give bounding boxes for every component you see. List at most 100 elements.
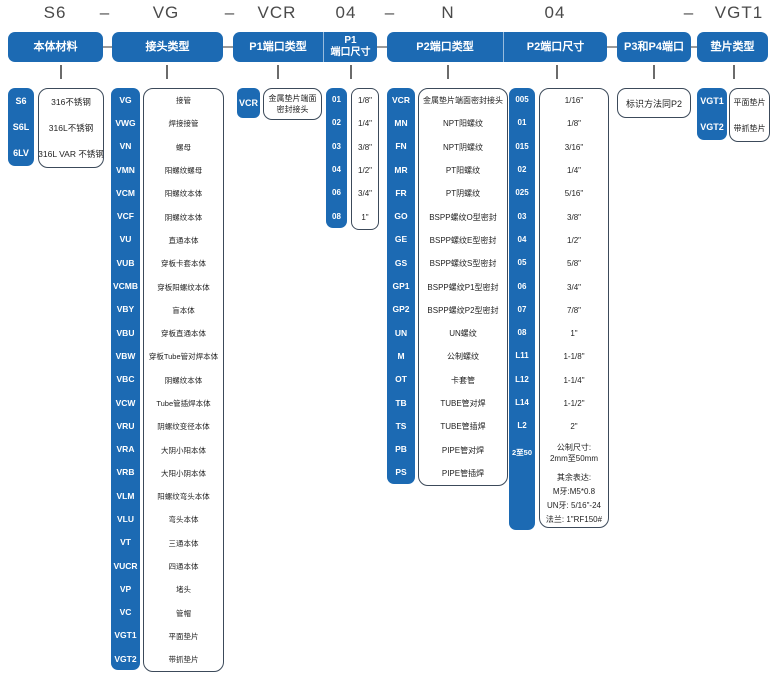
desc-cell: 管帽 bbox=[176, 608, 191, 618]
desc-cell: 316不锈钢 bbox=[51, 97, 91, 107]
body-material-table: S6 S6L 6LV 316不锈钢 316L不锈钢 316L VAR 不锈钢 bbox=[8, 88, 104, 168]
header-label-p1-size: P1 端口尺寸 bbox=[323, 32, 377, 62]
connector-type-code-strip: VG VWG VN VMN VCM VCF VU VUB VCMB VBY VBU VBW VBC VCW… bbox=[111, 88, 140, 671]
desc-cell: 带抓垫片 bbox=[733, 123, 766, 133]
code-cell: 03 bbox=[517, 211, 527, 221]
desc-cell: 1/8" bbox=[567, 119, 581, 129]
code-cell: L2 bbox=[517, 421, 527, 431]
p1-port-type-table: VCR 金属垫片端面 密封接头 bbox=[237, 88, 322, 120]
desc-cell: Tube管插焊本体 bbox=[156, 399, 211, 408]
desc-cell: TUBE管插焊 bbox=[440, 422, 486, 432]
code-cell: VWG bbox=[115, 117, 136, 128]
code-cell: S6L bbox=[12, 122, 30, 132]
p2-type-desc-box: 金属垫片端面密封接头 NPT阳螺纹 NPT阴螺纹 PT阳螺纹 PT阴螺纹 BSPP螺纹O型… bbox=[418, 88, 508, 487]
code-cell: GP1 bbox=[392, 281, 410, 292]
code-cell: 02 bbox=[332, 118, 341, 128]
code-cell: 04 bbox=[517, 234, 527, 244]
desc-cell: 堵头 bbox=[176, 585, 191, 595]
code-cell: VCR bbox=[392, 94, 410, 105]
p2-size-code-list: 005 01 015 02 025 03 04 05 06 07 08 L11 L12 L14 L2 bbox=[509, 88, 535, 437]
desc-cell: 穿板直通本体 bbox=[161, 329, 206, 339]
code-cell: PB bbox=[395, 444, 407, 455]
note-line: UN牙: 5/16"-24 bbox=[547, 501, 601, 511]
desc-cell: 阴螺纹本体 bbox=[164, 375, 203, 385]
metric-line1: 公制尺寸: bbox=[556, 443, 592, 453]
desc-cell: 316L VAR 不锈钢 bbox=[38, 149, 104, 159]
desc-cell: 3/8" bbox=[567, 212, 581, 222]
desc-cell: 3/8" bbox=[358, 142, 372, 152]
desc-cell: 7/8" bbox=[567, 305, 581, 315]
desc-cell: 3/4" bbox=[567, 282, 581, 292]
desc-cell: 穿板Tube管对焊本体 bbox=[148, 352, 219, 362]
desc-cell: PIPE管插焊 bbox=[441, 468, 485, 478]
desc-cell: 阴螺纹变径本体 bbox=[157, 422, 210, 432]
part-code-p2-type: N bbox=[441, 3, 455, 22]
connector-tick bbox=[60, 65, 62, 79]
body-material-desc-box: 316不锈钢 316L不锈钢 316L VAR 不锈钢 bbox=[38, 88, 104, 168]
desc-cell: NPT阳螺纹 bbox=[443, 119, 483, 129]
p2-port-size-table: 005 01 015 02 025 03 04 05 06 07 08 L11 L12 L14 L2 2至5… bbox=[509, 88, 609, 530]
code-cell: VGT1 bbox=[114, 630, 137, 641]
connector-tick bbox=[653, 65, 655, 79]
p3-p4-note-box: 标识方法同P2 bbox=[617, 88, 691, 118]
p1-port-size-table: 01 02 03 04 06 08 1/8" 1/4" 3/8" 1/2" 3/4" 1" bbox=[326, 88, 379, 230]
code-cell: VGT2 bbox=[700, 122, 724, 132]
code-cell: TS bbox=[395, 420, 407, 431]
code-cell: 04 bbox=[332, 165, 341, 175]
desc-cell: 平面垫片 bbox=[733, 97, 766, 107]
code-cell: S6 bbox=[15, 96, 27, 106]
code-cell: VCR bbox=[238, 98, 258, 108]
header-label: 本体材料 bbox=[33, 41, 78, 53]
connector-tick bbox=[350, 65, 352, 79]
p2-type-code-strip: VCR MN FN MR FR GO GE GS GP1 GP2 UN M OT TB TS PB PS bbox=[387, 88, 415, 485]
code-cell: VG bbox=[119, 94, 132, 105]
desc-cell: 1-1/8" bbox=[563, 352, 585, 362]
code-cell: 01 bbox=[332, 95, 341, 105]
desc-cell: 金属垫片端面 密封接头 bbox=[264, 89, 321, 119]
desc-cell: 1" bbox=[361, 212, 369, 222]
metric-desc-cell: 公制尺寸: 2mm至50mm bbox=[540, 438, 608, 468]
code-cell: VLM bbox=[116, 490, 135, 501]
p2-size-notes: 其余表达: M牙:M5*0.8 UN牙: 5/16"-24 法兰: 1"RF150# bbox=[540, 468, 608, 527]
code-cell: 08 bbox=[332, 211, 341, 221]
desc-cell: 接管 bbox=[176, 96, 191, 106]
code-cell: VMN bbox=[116, 164, 135, 175]
desc-cell: 5/16" bbox=[564, 189, 584, 199]
p2-size-code-strip: 005 01 015 02 025 03 04 05 06 07 08 L11 L12 L14 L2 2至5… bbox=[509, 88, 535, 530]
desc-cell: 螺母 bbox=[176, 142, 191, 152]
connector-tick bbox=[733, 65, 735, 79]
code-cell: VU bbox=[119, 234, 132, 245]
part-code-body-material: S6 bbox=[43, 3, 67, 22]
code-cell: 06 bbox=[332, 188, 341, 198]
desc-cell: PT阴螺纹 bbox=[445, 189, 481, 199]
desc-cell: 1/8" bbox=[358, 96, 372, 106]
code-cell: VBW bbox=[115, 350, 136, 361]
code-cell: VCW bbox=[115, 397, 136, 408]
code-cell: PS bbox=[395, 467, 407, 478]
desc-cell: 3/4" bbox=[358, 189, 372, 199]
code-cell: L11 bbox=[515, 351, 529, 361]
desc-cell: 1-1/4" bbox=[563, 375, 585, 385]
code-cell: 08 bbox=[517, 328, 527, 338]
note-line: 其余表达: bbox=[556, 473, 592, 483]
header-label: P3和P4端口 bbox=[624, 41, 684, 53]
code-cell: 07 bbox=[517, 304, 527, 314]
desc-cell: 公制螺纹 bbox=[447, 352, 479, 362]
code-cell: VBC bbox=[116, 374, 135, 385]
code-cell: VCMB bbox=[112, 281, 139, 292]
desc-cell: 1-1/2" bbox=[563, 399, 585, 408]
header-p1-port: P1端口类型 P1 端口尺寸 bbox=[233, 32, 377, 62]
p1-size-code-strip: 01 02 03 04 06 08 bbox=[326, 88, 347, 228]
dash-separator: – bbox=[384, 3, 396, 22]
code-cell: GO bbox=[394, 211, 408, 222]
code-cell: GE bbox=[394, 234, 408, 245]
code-cell: VP bbox=[119, 583, 132, 594]
desc-cell: 阴螺纹本体 bbox=[164, 212, 203, 222]
header-label: 垫片类型 bbox=[710, 41, 755, 53]
code-cell: 005 bbox=[515, 95, 529, 105]
code-cell: 03 bbox=[332, 141, 341, 151]
p1-type-desc-box: 金属垫片端面 密封接头 bbox=[263, 88, 322, 120]
code-cell: VCF bbox=[117, 211, 134, 222]
desc-cell: 1/16" bbox=[564, 96, 584, 106]
